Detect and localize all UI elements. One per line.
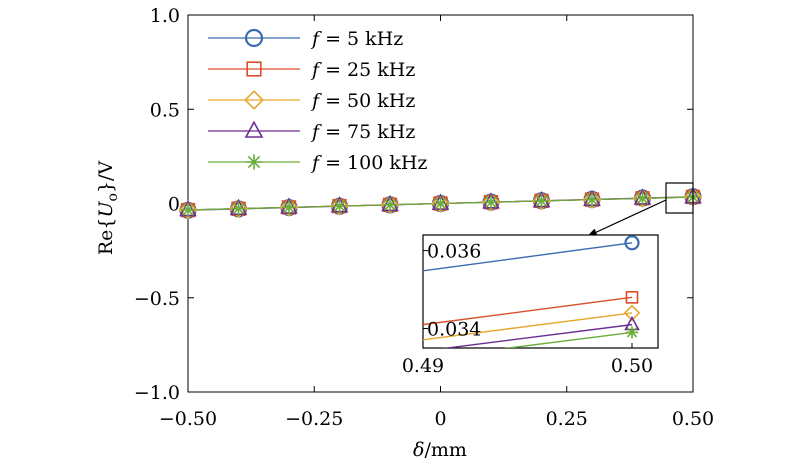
legend-marker (244, 28, 264, 48)
inset-ticks: 0.49 0.50 0.034 0.036 (402, 241, 653, 377)
inset-data-point (624, 235, 640, 251)
inset-data-point (625, 291, 639, 304)
main-ticks: −0.50 −0.25 0 0.25 0.50−1.0−0.500.51.0 (134, 5, 714, 430)
y-axis-label: Re{Uo}/V (95, 161, 121, 256)
data-point (279, 198, 299, 217)
data-point (433, 196, 448, 211)
legend-label: f = 75 kHz (310, 121, 415, 143)
legend-marker (246, 154, 262, 170)
inset-data-point (623, 304, 641, 322)
inset-series-line (423, 296, 633, 326)
inset-x-tick-label: 0.49 (402, 355, 444, 377)
x-tick-label: −0.25 (285, 408, 343, 430)
inset-data-point (625, 326, 639, 339)
inset-series-line (442, 323, 633, 348)
y-tick-label: 0 (168, 194, 180, 216)
inset-x-tick-label: 0.50 (611, 355, 653, 377)
data-point (332, 198, 347, 214)
legend-marker (244, 120, 264, 138)
data-point (582, 190, 602, 209)
data-point (380, 195, 400, 215)
data-point (635, 191, 650, 206)
legend-label: f = 50 kHz (310, 90, 415, 112)
y-tick-label: −1.0 (134, 382, 180, 404)
legend-marker (244, 90, 264, 110)
x-tick-label: 0.25 (546, 408, 588, 430)
inset-markers (623, 235, 641, 339)
x-tick-label: 0.50 (672, 408, 714, 430)
data-point (229, 199, 248, 219)
data-point (532, 191, 551, 211)
inset-series-line (423, 242, 633, 272)
x-tick-label: 0 (434, 408, 446, 430)
zoom-arrow (587, 199, 667, 237)
legend-label: f = 100 kHz (310, 152, 427, 174)
data-point (330, 196, 349, 216)
inset-background (422, 234, 659, 349)
inset-y-tick-label: 0.036 (427, 241, 481, 263)
data-point (180, 202, 196, 218)
inset-series (423, 242, 633, 348)
y-tick-label: 0.5 (150, 99, 180, 121)
inset-y-tick-label: 0.034 (427, 319, 481, 341)
data-point (178, 200, 198, 220)
x-tick-label: −0.50 (159, 408, 217, 430)
legend-label: f = 25 kHz (310, 59, 415, 81)
y-tick-label: −0.5 (134, 288, 180, 310)
legend-label: f = 5 kHz (310, 28, 403, 50)
data-point (231, 201, 246, 216)
inset-series-line (423, 312, 633, 341)
zoom-box (665, 182, 694, 214)
x-axis-label: δ/mm (413, 439, 467, 461)
inset-series-line (503, 331, 633, 348)
data-point (584, 192, 600, 207)
data-point (483, 195, 499, 210)
main-series (178, 187, 703, 220)
data-point (534, 193, 549, 209)
y-tick-label: 1.0 (150, 5, 180, 27)
data-point (382, 197, 398, 212)
legend-marker (246, 61, 262, 77)
data-point (281, 200, 297, 215)
data-point (431, 194, 450, 213)
data-point (481, 192, 501, 212)
data-point (633, 188, 652, 208)
legend: f = 5 kHz f = 25 kHz f = 50 kHz f = 75 kHz f… (208, 28, 427, 174)
